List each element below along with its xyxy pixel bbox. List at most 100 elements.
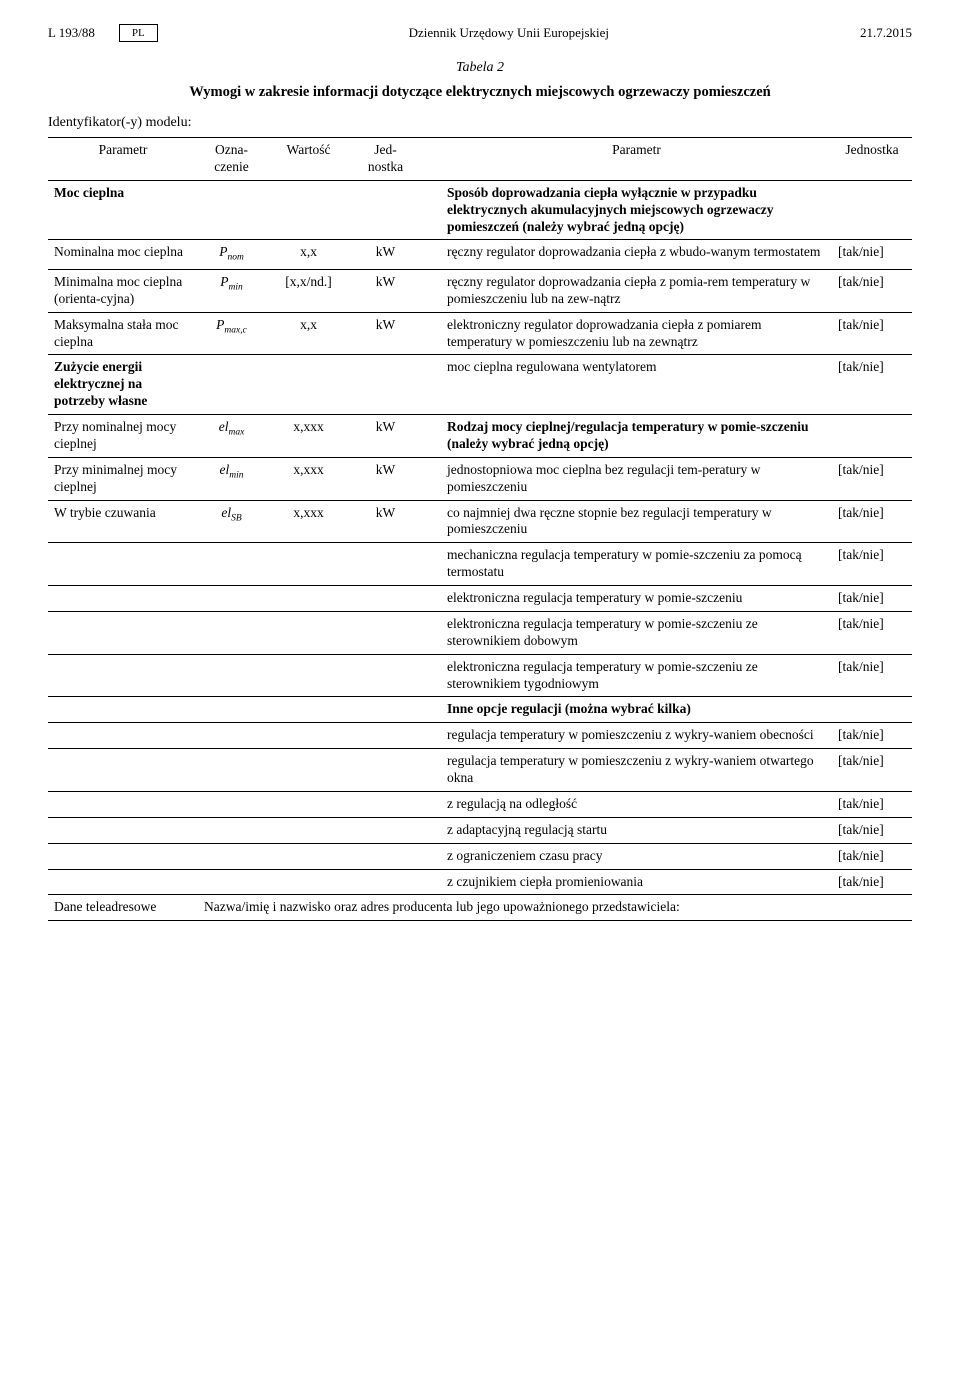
symbol-elmin: elmin (198, 457, 265, 500)
unit-elmax: kW (352, 415, 419, 458)
table-row: elektroniczna regulacja temperatury w po… (48, 654, 912, 697)
unit-pnom: kW (352, 240, 419, 270)
yn-value: [tak/nie] (832, 723, 912, 749)
desc-jednostopniowa: jednostopniowa moc cieplna bez regulacji… (441, 457, 832, 500)
symbol-pmaxc: Pmax,c (198, 312, 265, 355)
unit-pmin: kW (352, 269, 419, 312)
requirements-table: Parametr Ozna- czenie Wartość Jed- nostk… (48, 137, 912, 921)
param-maksymalna: Maksymalna stała moc cieplna (48, 312, 198, 355)
table-row: Inne opcje regulacji (można wybrać kilka… (48, 697, 912, 723)
page-header: L 193/88 PL Dziennik Urzędowy Unii Europ… (48, 24, 912, 42)
desc-mechaniczna: mechaniczna regulacja temperatury w pomi… (441, 543, 832, 586)
table-row: regulacja temperatury w pomieszczeniu z … (48, 749, 912, 792)
table-row: Przy nominalnej mocy cieplnej elmax x,xx… (48, 415, 912, 458)
table-label: Tabela 2 (48, 60, 912, 76)
journal-name: Dziennik Urzędowy Unii Europejskiej (409, 25, 609, 41)
yn-value: [tak/nie] (832, 355, 912, 415)
param-nominalna: Nominalna moc cieplna (48, 240, 198, 270)
table-row: Nominalna moc cieplna Pnom x,x kW ręczny… (48, 240, 912, 270)
identifier-label: Identyfikator(-y) modelu: (48, 115, 912, 131)
desc-ograniczenie: z ograniczeniem czasu pracy (441, 843, 832, 869)
param-minimalna: Minimalna moc cieplna (orienta-cyjna) (48, 269, 198, 312)
col-header-param-left: Parametr (48, 138, 198, 181)
yn-value: [tak/nie] (832, 240, 912, 270)
unit-pmaxc: kW (352, 312, 419, 355)
yn-value: [tak/nie] (832, 749, 912, 792)
col-header-wartosc: Wartość (265, 138, 352, 181)
desc-elektroniczna-dobowy: elektroniczna regulacja temperatury w po… (441, 611, 832, 654)
section-moc-cieplna: Moc cieplna (48, 180, 198, 240)
yn-value: [tak/nie] (832, 654, 912, 697)
table-footer-row: Dane teleadresowe Nazwa/imię i nazwisko … (48, 895, 912, 921)
desc-reczny-wbud: ręczny regulator doprowadzania ciepła z … (441, 240, 832, 270)
table-row: Moc cieplna Sposób doprowadzania ciepła … (48, 180, 912, 240)
table-row: Przy minimalnej mocy cieplnej elmin x,xx… (48, 457, 912, 500)
unit-elmin: kW (352, 457, 419, 500)
table-row: z adaptacyjną regulacją startu [tak/nie] (48, 817, 912, 843)
table-row: mechaniczna regulacja temperatury w pomi… (48, 543, 912, 586)
desc-wykryw-obecnosci: regulacja temperatury w pomieszczeniu z … (441, 723, 832, 749)
value-pmin: [x,x/nd.] (265, 269, 352, 312)
desc-moc-wentyl: moc cieplna regulowana wentylatorem (441, 355, 832, 415)
yn-value: [tak/nie] (832, 817, 912, 843)
table-row: regulacja temperatury w pomieszczeniu z … (48, 723, 912, 749)
table-row: Maksymalna stała moc cieplna Pmax,c x,x … (48, 312, 912, 355)
yn-value: [tak/nie] (832, 500, 912, 543)
value-elmin: x,xxx (265, 457, 352, 500)
yn-value: [tak/nie] (832, 312, 912, 355)
header-date: 21.7.2015 (860, 25, 912, 41)
desc-elektroniczna: elektroniczna regulacja temperatury w po… (441, 586, 832, 612)
symbol-pnom: Pnom (198, 240, 265, 270)
desc-czujnik: z czujnikiem ciepła promieniowania (441, 869, 832, 895)
dane-teleadresowe-text: Nazwa/imię i nazwisko oraz adres produce… (198, 895, 912, 921)
desc-co-najmniej: co najmniej dwa ręczne stopnie bez regul… (441, 500, 832, 543)
yn-value: [tak/nie] (832, 869, 912, 895)
table-row: Zużycie energii elektrycznej na potrzeby… (48, 355, 912, 415)
value-pnom: x,x (265, 240, 352, 270)
table-header-row: Parametr Ozna- czenie Wartość Jed- nostk… (48, 138, 912, 181)
value-elsb: x,xxx (265, 500, 352, 543)
yn-value: [tak/nie] (832, 843, 912, 869)
col-header-param-right: Parametr (441, 138, 832, 181)
param-przy-minimalnej: Przy minimalnej mocy cieplnej (48, 457, 198, 500)
desc-adaptacyjna: z adaptacyjną regulacją startu (441, 817, 832, 843)
yn-value: [tak/nie] (832, 269, 912, 312)
symbol-elsb: elSB (198, 500, 265, 543)
desc-wykryw-okna: regulacja temperatury w pomieszczeniu z … (441, 749, 832, 792)
dane-teleadresowe-label: Dane teleadresowe (48, 895, 198, 921)
table-row: z ograniczeniem czasu pracy [tak/nie] (48, 843, 912, 869)
header-left: L 193/88 PL (48, 24, 158, 42)
yn-value: [tak/nie] (832, 611, 912, 654)
page-container: L 193/88 PL Dziennik Urzędowy Unii Europ… (0, 0, 960, 961)
unit-elsb: kW (352, 500, 419, 543)
table-row: Minimalna moc cieplna (orienta-cyjna) Pm… (48, 269, 912, 312)
lang-box: PL (119, 24, 158, 42)
param-przy-nominalnej: Przy nominalnej mocy cieplnej (48, 415, 198, 458)
desc-regulacja-odl: z regulacją na odległość (441, 791, 832, 817)
desc-reczny-pomiar: ręczny regulator doprowadzania ciepła z … (441, 269, 832, 312)
symbol-elmax: elmax (198, 415, 265, 458)
desc-elektroniczny: elektroniczny regulator doprowadzania ci… (441, 312, 832, 355)
table-subtitle: Wymogi w zakresie informacji dotyczące e… (48, 84, 912, 101)
doc-reference: L 193/88 (48, 25, 95, 41)
table-row: z regulacją na odległość [tak/nie] (48, 791, 912, 817)
section-rodzaj-mocy: Rodzaj mocy cieplnej/regulacja temperatu… (441, 415, 832, 458)
value-pmaxc: x,x (265, 312, 352, 355)
yn-value: [tak/nie] (832, 543, 912, 586)
col-header-jednostka-left: Jed- nostka (352, 138, 419, 181)
section-inne-opcje: Inne opcje regulacji (można wybrać kilka… (441, 697, 832, 723)
yn-value: [tak/nie] (832, 791, 912, 817)
yn-value: [tak/nie] (832, 457, 912, 500)
section-zuzycie: Zużycie energii elektrycznej na potrzeby… (48, 355, 198, 415)
table-row: W trybie czuwania elSB x,xxx kW co najmn… (48, 500, 912, 543)
param-w-trybie: W trybie czuwania (48, 500, 198, 543)
symbol-pmin: Pmin (198, 269, 265, 312)
value-elmax: x,xxx (265, 415, 352, 458)
table-row: elektroniczna regulacja temperatury w po… (48, 611, 912, 654)
table-row: z czujnikiem ciepła promieniowania [tak/… (48, 869, 912, 895)
table-row: elektroniczna regulacja temperatury w po… (48, 586, 912, 612)
col-header-jednostka-right: Jednostka (832, 138, 912, 181)
col-header-ozn: Ozna- czenie (198, 138, 265, 181)
section-sposob: Sposób doprowadzania ciepła wyłącznie w … (441, 180, 832, 240)
desc-elektroniczna-tygodniowy: elektroniczna regulacja temperatury w po… (441, 654, 832, 697)
